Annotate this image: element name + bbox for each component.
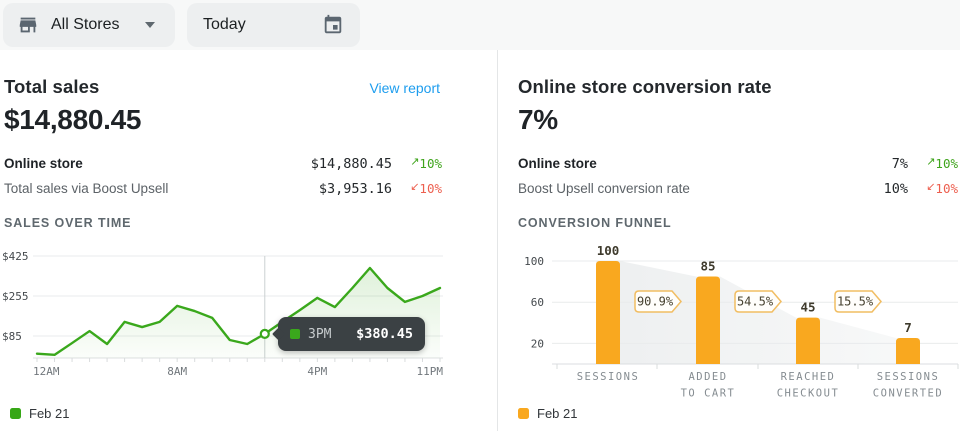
legend-swatch-green — [10, 408, 21, 419]
svg-text:$425: $425 — [2, 250, 29, 263]
metric-label: Total sales via Boost Upsell — [4, 181, 169, 196]
svg-text:4PM: 4PM — [307, 365, 327, 378]
conversion-rate-panel: Online store conversion rate 7% Online s… — [518, 50, 960, 431]
tooltip-series-swatch — [290, 329, 300, 339]
calendar-icon — [324, 14, 342, 34]
svg-text:85: 85 — [700, 258, 715, 273]
top-bar: All Stores Today — [0, 0, 960, 50]
date-selector-label: Today — [203, 16, 246, 33]
conversion-rate-title: Online store conversion rate — [518, 76, 772, 97]
svg-text:45: 45 — [800, 300, 815, 315]
svg-text:8AM: 8AM — [167, 365, 187, 378]
metric-value: $14,880.45 — [310, 155, 392, 172]
chevron-down-icon — [145, 22, 155, 28]
svg-text:54.5%: 54.5% — [737, 295, 774, 309]
panel-divider — [497, 50, 498, 431]
svg-text:TO CART: TO CART — [681, 388, 736, 400]
metric-row-boost-upsell: Total sales via Boost Upsell $3,953.16 ↙… — [4, 176, 442, 201]
conversion-funnel-heading: CONVERSION FUNNEL — [518, 216, 672, 230]
tooltip-value: $380.45 — [356, 326, 413, 342]
metric-delta: ↙ 10% — [926, 180, 958, 196]
store-selector-label: All Stores — [51, 16, 120, 33]
metric-label: Boost Upsell conversion rate — [518, 181, 690, 196]
chart-tooltip: 3PM $380.45 — [278, 317, 425, 351]
metric-delta: ↙ 10% — [410, 180, 442, 196]
metric-row-online-store: Online store $14,880.45 ↗ 10% — [4, 151, 442, 176]
metric-label: Online store — [518, 156, 597, 171]
metric-row-online-store: Online store 7% ↗ 10% — [518, 151, 958, 176]
total-sales-breakdown: Online store $14,880.45 ↗ 10% Total sales… — [4, 151, 442, 201]
svg-text:CHECKOUT: CHECKOUT — [777, 388, 840, 400]
svg-text:100: 100 — [597, 245, 620, 258]
sales-over-time-heading: SALES OVER TIME — [4, 216, 132, 230]
svg-text:11PM: 11PM — [417, 365, 444, 378]
svg-text:$255: $255 — [2, 290, 29, 303]
arrow-up-icon: ↗ — [410, 155, 420, 168]
svg-text:100: 100 — [524, 255, 544, 268]
total-sales-value: $14,880.45 — [4, 104, 142, 135]
arrow-up-icon: ↗ — [926, 155, 936, 168]
metric-value: 10% — [883, 180, 908, 197]
store-selector-button[interactable]: All Stores — [3, 3, 175, 47]
svg-text:REACHED: REACHED — [781, 371, 836, 383]
metric-value: 7% — [891, 155, 908, 172]
legend-swatch-orange — [518, 408, 529, 419]
tooltip-time: 3PM — [308, 326, 332, 342]
total-sales-title: Total sales — [4, 76, 100, 97]
store-icon — [19, 17, 37, 33]
metric-delta: ↗ 10% — [410, 155, 442, 171]
svg-text:$85: $85 — [2, 330, 22, 343]
total-sales-panel: Total sales View report $14,880.45 Onlin… — [2, 50, 444, 431]
sales-legend: Feb 21 — [10, 406, 69, 421]
legend-label: Feb 21 — [537, 406, 578, 421]
svg-text:15.5%: 15.5% — [837, 295, 874, 309]
svg-text:90.9%: 90.9% — [637, 295, 674, 309]
svg-text:SESSIONS: SESSIONS — [577, 371, 640, 383]
arrow-down-icon: ↙ — [410, 180, 420, 193]
svg-text:60: 60 — [531, 296, 544, 309]
svg-text:7: 7 — [904, 320, 912, 335]
arrow-down-icon: ↙ — [926, 180, 936, 193]
svg-text:12AM: 12AM — [33, 365, 60, 378]
metric-row-boost-upsell: Boost Upsell conversion rate 10% ↙ 10% — [518, 176, 958, 201]
conversion-breakdown: Online store 7% ↗ 10% Boost Upsell conver… — [518, 151, 958, 201]
svg-text:CONVERTED: CONVERTED — [873, 388, 943, 400]
svg-text:20: 20 — [531, 337, 544, 350]
conversion-rate-value: 7% — [518, 104, 558, 135]
metric-label: Online store — [4, 156, 83, 171]
funnel-legend: Feb 21 — [518, 406, 577, 421]
conversion-funnel-chart[interactable]: 100 60 20 100 SESSIONS 85 ADDED TO CART 45 REACHE… — [518, 243, 960, 412]
svg-text:SESSIONS: SESSIONS — [877, 371, 940, 383]
svg-text:ADDED: ADDED — [688, 371, 727, 383]
metric-delta: ↗ 10% — [926, 155, 958, 171]
date-selector-button[interactable]: Today — [187, 3, 360, 47]
legend-label: Feb 21 — [29, 406, 70, 421]
metric-value: $3,953.16 — [318, 180, 392, 197]
view-report-link[interactable]: View report — [369, 80, 440, 96]
